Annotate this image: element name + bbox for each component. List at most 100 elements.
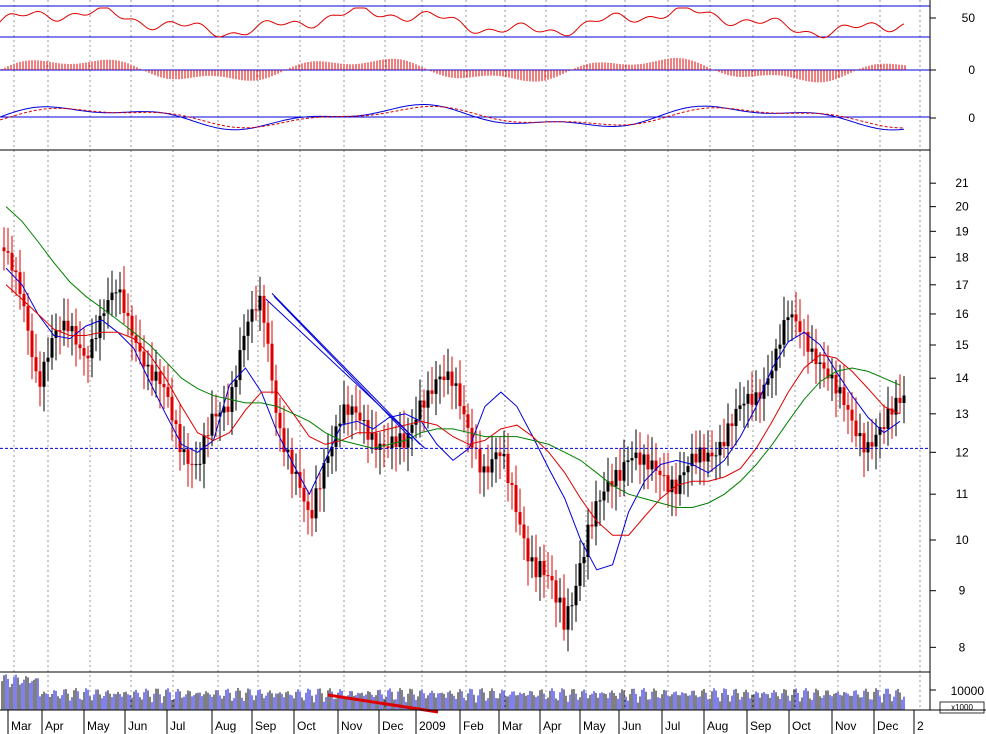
price-bar-body (198, 463, 202, 465)
month-label: Nov (835, 719, 856, 733)
price-bar-body (42, 361, 46, 387)
moving-average-ma_mid (5, 284, 901, 536)
price-bar-body (226, 406, 230, 412)
price-bar-body (774, 348, 778, 371)
price-bar-body (114, 292, 118, 294)
month-label: 2009 (419, 719, 446, 733)
price-bar-body (86, 355, 90, 359)
volume-trendline (327, 693, 439, 714)
price-bar-body (98, 315, 102, 339)
price-bar-body (722, 441, 726, 447)
price-bar-body (646, 454, 650, 470)
price-bar-body (170, 396, 174, 421)
month-label: Apr (45, 719, 64, 733)
price-bar-body (58, 330, 62, 332)
price-bar-body (442, 376, 446, 381)
price-bar-body (586, 524, 590, 558)
price-bar-body (234, 380, 238, 388)
price-bar-body (154, 371, 158, 381)
month-label: Jun (128, 719, 147, 733)
indicator-tick-label: 0 (968, 111, 975, 125)
price-bar-body (850, 409, 854, 421)
price-bar-body (50, 337, 54, 358)
price-bar-body (666, 475, 670, 493)
month-label: Oct (792, 719, 811, 733)
price-tick-label: 16 (955, 307, 969, 321)
price-tick-label: 14 (955, 371, 969, 385)
price-bar-body (634, 452, 638, 459)
price-bar-body (862, 433, 866, 453)
price-bar-body (826, 368, 830, 379)
price-bar-body (206, 435, 210, 437)
price-bar-body (258, 295, 262, 311)
indicator-tick-label: 0 (968, 63, 975, 77)
price-bar-body (366, 420, 370, 440)
price-bar-body (762, 384, 766, 399)
price-bar-body (494, 452, 498, 460)
price-bar-body (122, 289, 126, 313)
month-label: Dec (877, 719, 898, 733)
trendlines (265, 293, 426, 449)
price-bar-body (878, 427, 882, 435)
price-bar-body (106, 300, 110, 314)
price-bar-body (246, 321, 250, 336)
price-bar-body (166, 387, 170, 397)
price-bar-body (298, 471, 302, 488)
price-bar-body (818, 362, 822, 365)
price-bar-body (218, 412, 222, 417)
price-bar-body (190, 463, 194, 465)
price-tick-label: 15 (955, 338, 969, 352)
price-bar-body (270, 343, 274, 381)
volume-unit-box (939, 701, 985, 714)
price-bar-body (846, 404, 850, 410)
price-bar-body (754, 392, 758, 405)
price-bar-body (598, 500, 602, 502)
month-label: Dec (382, 719, 403, 733)
price-bar-body (814, 348, 818, 365)
price-bar-body (286, 449, 290, 453)
month-label: May (87, 719, 110, 733)
price-bar-body (650, 460, 654, 470)
price-bar-body (734, 408, 738, 427)
price-bar-body (330, 446, 334, 457)
price-bar-body (870, 442, 874, 447)
price-bar-body (186, 449, 190, 464)
price-bar-body (466, 414, 470, 428)
month-label: Sep (255, 719, 277, 733)
price-bar-body (546, 575, 550, 577)
price-bar-body (46, 357, 50, 362)
price-bar-body (626, 460, 630, 463)
price-tick-label: 10 (955, 533, 969, 547)
price-bar-body (482, 466, 486, 473)
price-bar-body (778, 344, 782, 349)
price-bar-body (486, 466, 490, 473)
price-bar-body (282, 428, 286, 453)
price-bar-body (566, 606, 570, 630)
price-bar-body (670, 479, 674, 493)
price-tick-label: 19 (955, 224, 969, 238)
price-bar-body (806, 332, 810, 352)
month-label: Feb (463, 719, 484, 733)
month-label: Aug (707, 719, 728, 733)
price-bar-body (526, 538, 530, 562)
price-bar-body (178, 424, 182, 453)
price-bar-body (262, 295, 266, 323)
price-bar-body (374, 432, 378, 450)
price-bar-body (266, 322, 270, 344)
price-bar-body (306, 501, 310, 510)
volume-unit-label: x1000 (951, 703, 973, 712)
price-bar-body (662, 475, 666, 477)
price-bar-body (894, 397, 898, 415)
month-gridlines (13, 0, 921, 710)
price-bar-body (390, 436, 394, 449)
price-bar-body (406, 432, 410, 448)
price-bar-body (854, 420, 858, 437)
price-bar-body (162, 384, 166, 388)
price-bar-body (30, 330, 34, 358)
price-bar-body (770, 370, 774, 379)
month-label: May (583, 719, 606, 733)
price-bar-body (606, 481, 610, 492)
price-bar-body (838, 387, 842, 394)
price-bar-body (26, 306, 30, 331)
price-bar-body (310, 509, 314, 519)
